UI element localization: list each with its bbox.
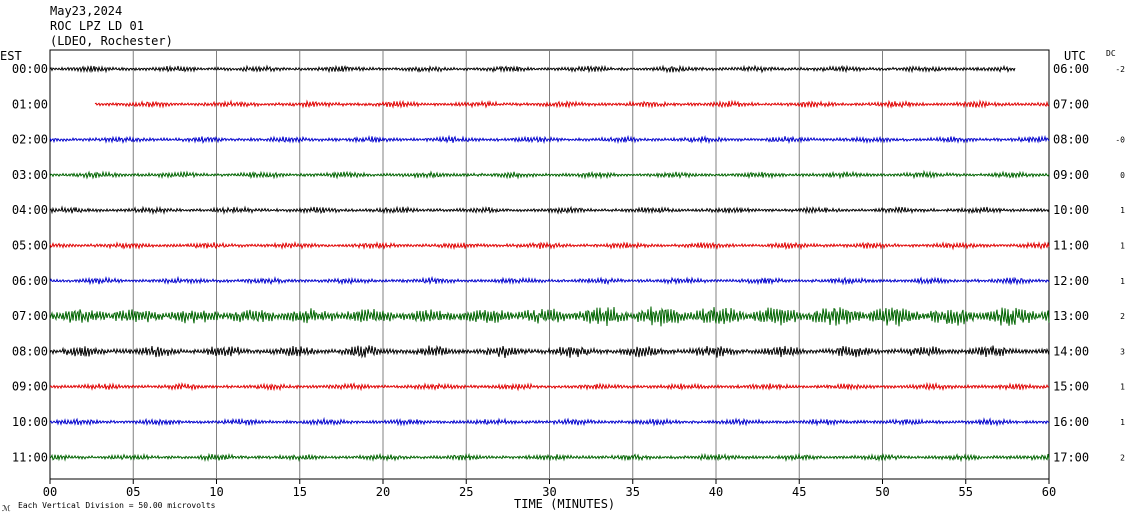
dc-offset-label: 1	[1120, 383, 1125, 392]
dc-offset-label: 2	[1120, 312, 1125, 321]
seismogram-trace	[49, 64, 1016, 74]
seismogram-trace	[49, 169, 1050, 180]
x-tick-label: 35	[626, 485, 640, 499]
seismogram-trace	[49, 416, 1050, 427]
vertical-division-note: Each Vertical Division = 50.00 microvolt…	[18, 501, 216, 510]
utc-time-label: 16:00	[1053, 415, 1089, 429]
utc-time-label: 10:00	[1053, 203, 1089, 217]
dc-offset-label: -2	[1115, 65, 1125, 74]
est-time-label: 01:00	[12, 97, 48, 111]
dc-offset-label: 1	[1120, 242, 1125, 251]
dc-offset-label: -0	[1115, 136, 1125, 145]
est-time-label: 03:00	[12, 168, 48, 182]
x-tick-label: 30	[542, 485, 556, 499]
utc-time-label: 12:00	[1053, 274, 1089, 288]
x-tick-label: 55	[959, 485, 973, 499]
x-tick-label: 25	[459, 485, 473, 499]
grid-layer	[49, 49, 1050, 484]
utc-time-label: 09:00	[1053, 168, 1089, 182]
utc-time-label: 13:00	[1053, 309, 1089, 323]
utc-time-label: 06:00	[1053, 62, 1089, 76]
est-time-label: 11:00	[12, 450, 48, 464]
dc-offset-label: 3	[1120, 347, 1125, 356]
est-time-label: 00:00	[12, 62, 48, 76]
dc-column-label: DC	[1106, 49, 1116, 58]
utc-time-label: 14:00	[1053, 344, 1089, 358]
utc-axis-label: UTC	[1064, 49, 1086, 63]
x-tick-label: 20	[376, 485, 390, 499]
seismogram-trace	[49, 452, 1050, 463]
seismogram-trace	[49, 134, 1050, 145]
seismogram-trace	[49, 275, 1050, 286]
x-tick-label: 00	[43, 485, 57, 499]
est-time-label: 09:00	[12, 380, 48, 394]
est-time-label: 02:00	[12, 133, 48, 147]
logo-mark-icon: ℳ	[2, 504, 11, 513]
x-axis-title: TIME (MINUTES)	[514, 497, 615, 511]
utc-time-label: 08:00	[1053, 133, 1089, 147]
trace-layer	[49, 64, 1050, 463]
utc-time-label: 17:00	[1053, 450, 1089, 464]
station-label: ROC LPZ LD 01	[50, 19, 144, 33]
est-time-label: 04:00	[12, 203, 48, 217]
seismogram-trace	[49, 205, 1050, 216]
dc-offset-label: 0	[1120, 171, 1125, 180]
est-time-label: 07:00	[12, 309, 48, 323]
est-time-label: 08:00	[12, 344, 48, 358]
est-axis-label: EST	[0, 49, 22, 63]
utc-time-label: 11:00	[1053, 239, 1089, 253]
seismogram-trace	[49, 306, 1050, 327]
x-tick-label: 45	[792, 485, 806, 499]
utc-time-label: 15:00	[1053, 380, 1089, 394]
dc-offset-label: 1	[1120, 277, 1125, 286]
seismogram-trace	[49, 381, 1050, 392]
x-tick-label: 60	[1042, 485, 1056, 499]
x-tick-label: 40	[709, 485, 723, 499]
dc-offset-label: 1	[1120, 206, 1125, 215]
seismogram-trace	[49, 241, 1050, 251]
utc-time-label: 07:00	[1053, 97, 1089, 111]
est-time-label: 05:00	[12, 239, 48, 253]
est-time-label: 10:00	[12, 415, 48, 429]
dc-offset-label: 2	[1120, 453, 1125, 462]
x-tick-label: 05	[126, 485, 140, 499]
x-tick-label: 10	[209, 485, 223, 499]
x-tick-label: 15	[293, 485, 307, 499]
x-tick-label: 50	[875, 485, 889, 499]
dc-offset-label: 1	[1120, 418, 1125, 427]
network-label: (LDEO, Rochester)	[50, 34, 173, 48]
est-time-label: 06:00	[12, 274, 48, 288]
seismogram-trace	[94, 99, 1050, 109]
seismogram-trace	[49, 344, 1050, 359]
date-label: May23,2024	[50, 4, 123, 18]
